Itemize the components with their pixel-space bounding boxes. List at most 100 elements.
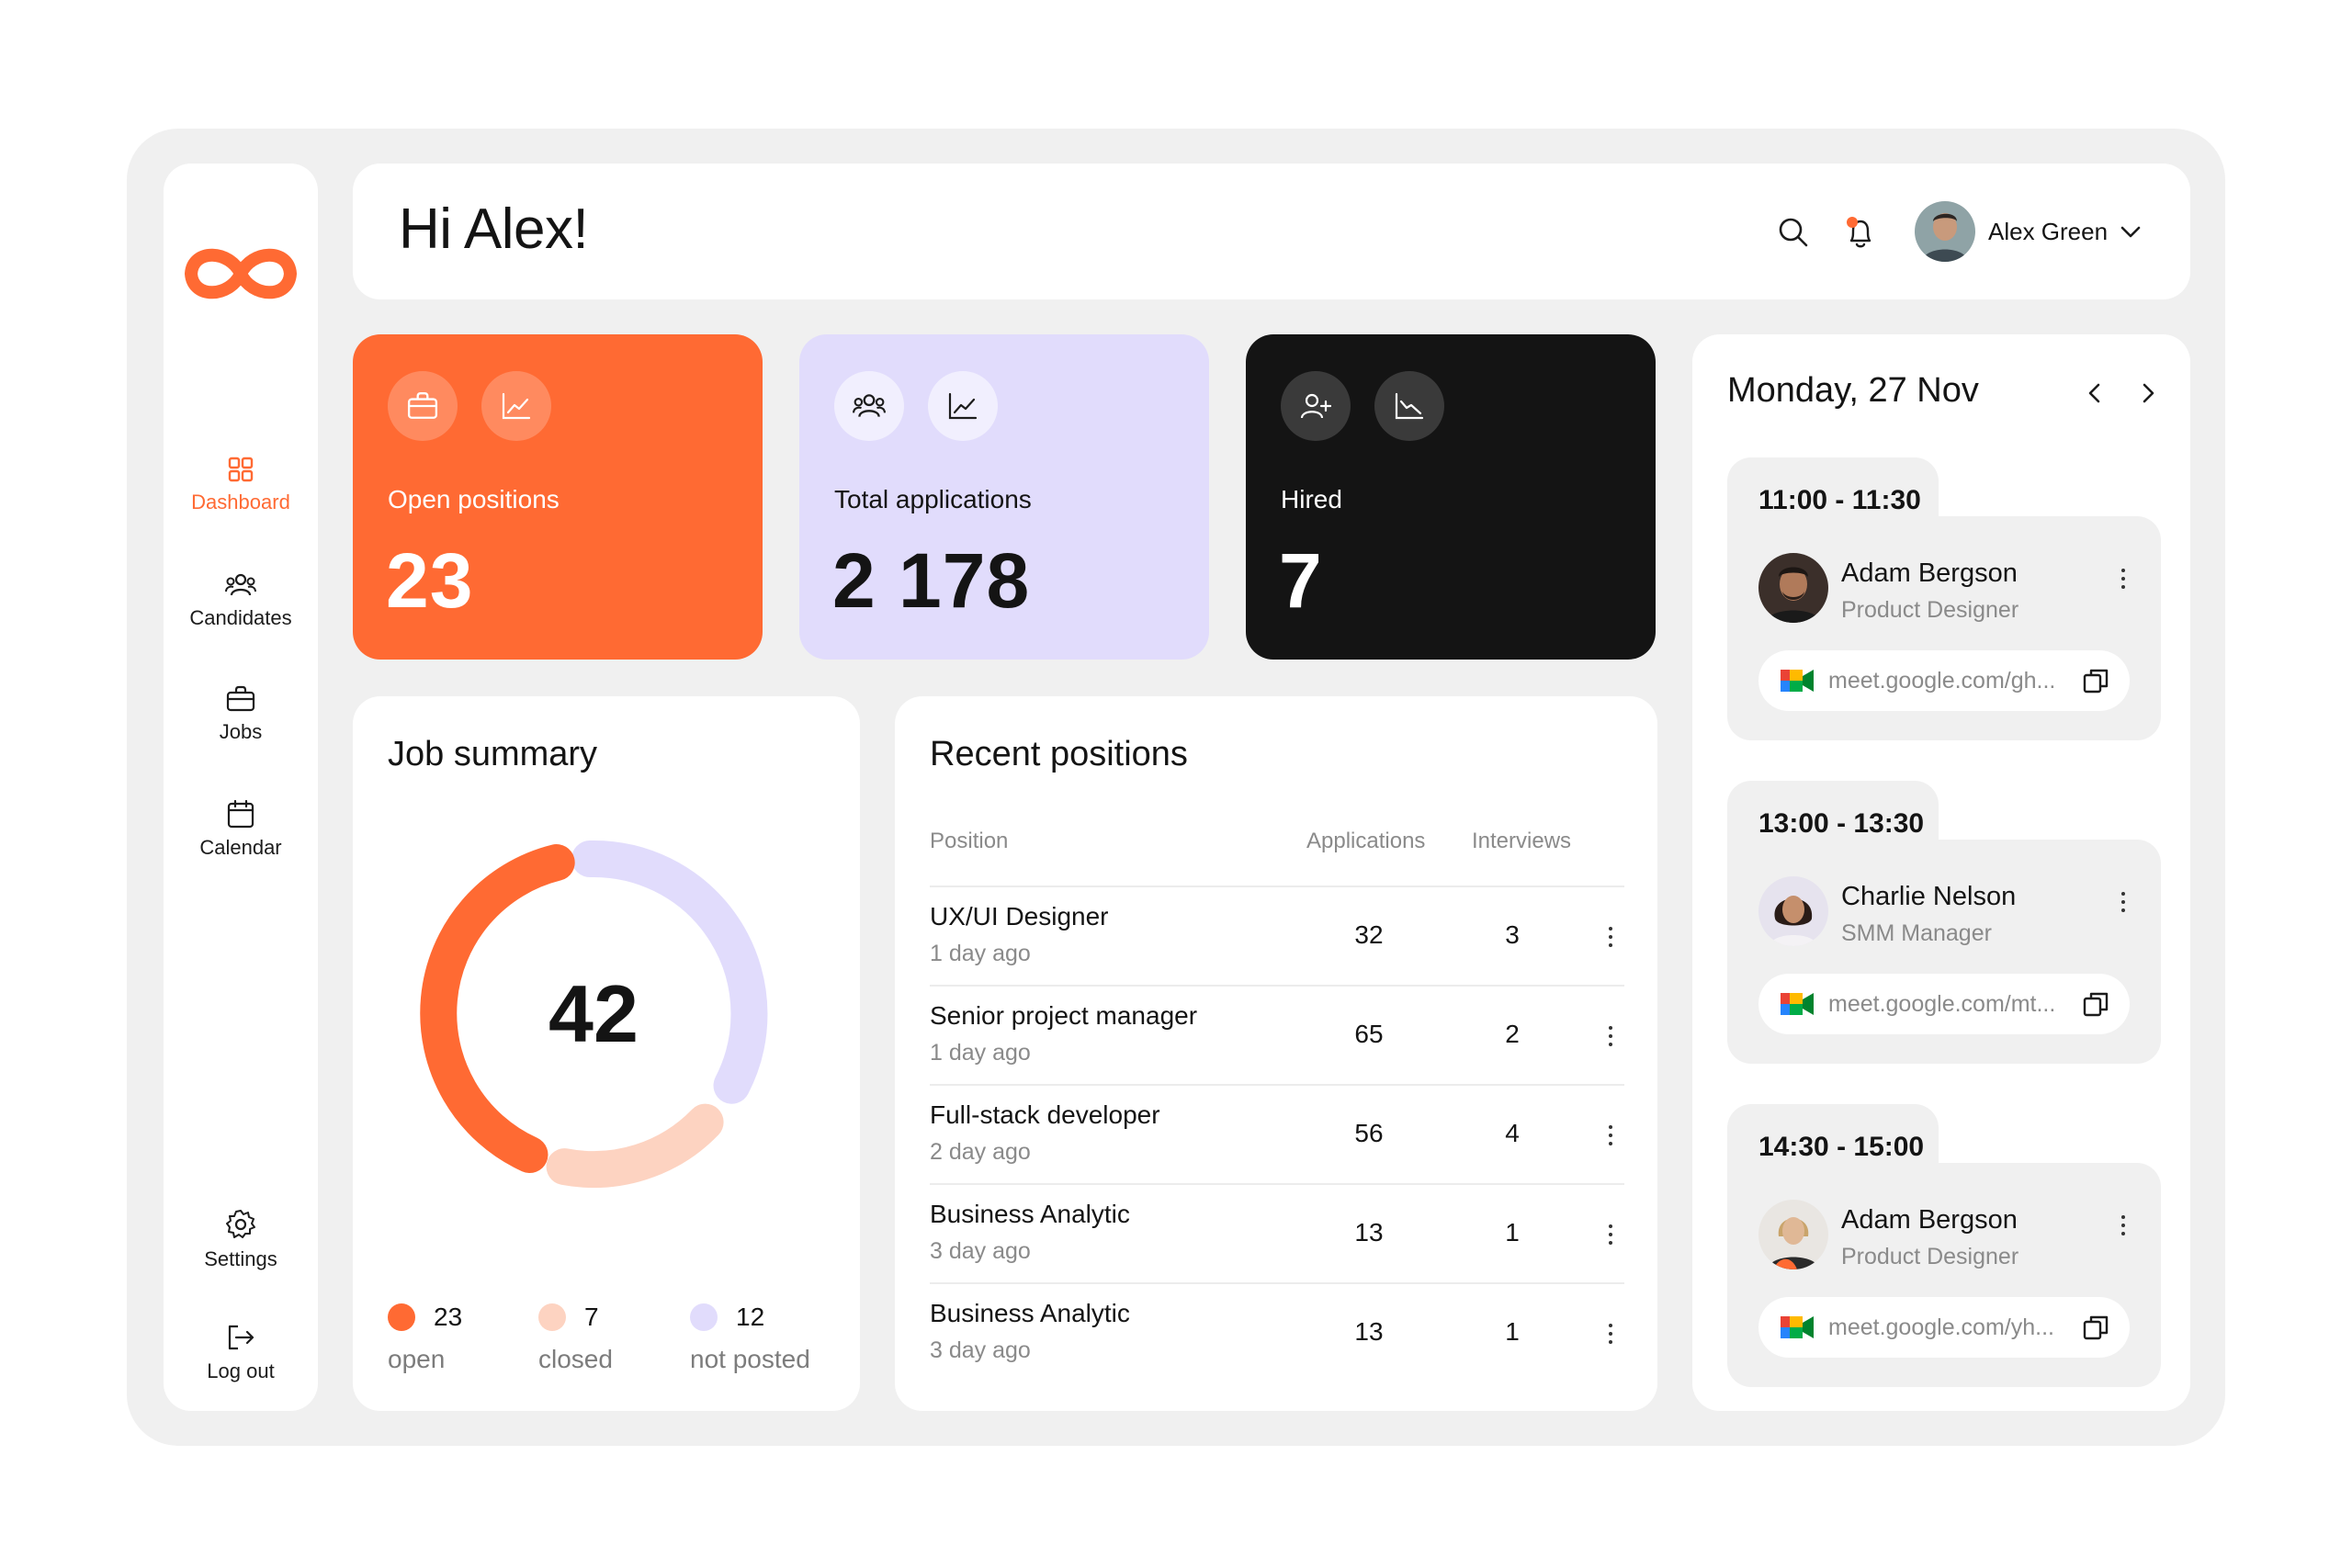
meeting-link[interactable]: meet.google.com/mt... [1758,974,2130,1034]
stat-card-open-positions[interactable]: Open positions 23 [353,334,763,660]
stat-value: 23 [386,537,474,624]
attendee-role: SMM Manager [1841,920,1992,946]
stat-card-total-applications[interactable]: Total applications 2 178 [799,334,1209,660]
calendar-icon [227,799,254,829]
avatar [1915,201,1975,262]
attendee-role: Product Designer [1841,597,2019,623]
donut-segment-not-posted [571,840,768,1104]
donut-segment-closed [546,1103,724,1189]
meeting-link-text: meet.google.com/mt... [1828,990,2056,1017]
google-meet-icon [1781,1316,1814,1338]
table-row[interactable]: UX/UI Designer 1 day ago 32 3 [930,886,1624,985]
copy-icon[interactable] [2082,990,2109,1018]
donut-chart [420,840,768,1189]
stat-card-hired[interactable]: Hired 7 [1246,334,1656,660]
avatar [1758,1200,1828,1269]
chart-down-icon[interactable] [1374,371,1444,441]
meeting-link[interactable]: meet.google.com/gh... [1758,650,2130,711]
legend-dot [388,1303,415,1331]
stat-label: Hired [1281,485,1342,513]
stat-label: Open positions [388,485,560,513]
legend-item-closed: 7 closed [538,1303,613,1374]
meeting-link-text: meet.google.com/gh... [1828,667,2056,694]
position-age: 3 day ago [930,1337,1031,1363]
more-options-icon[interactable] [1600,1117,1621,1154]
avatar [1758,553,1828,623]
table-row[interactable]: Senior project manager 1 day ago 65 2 [930,985,1624,1084]
gear-icon [226,1210,255,1238]
table-row[interactable]: Business Analytic 3 day ago 13 1 [930,1282,1624,1382]
legend-label: open [388,1345,446,1373]
more-options-icon[interactable] [1600,919,1621,955]
chart-up-icon[interactable] [928,371,998,441]
job-summary-title: Job summary [388,735,598,773]
avatar [1758,876,1828,946]
notifications-button[interactable] [1843,215,1878,250]
more-options-icon[interactable] [1600,1315,1621,1352]
more-options-icon[interactable] [2113,1207,2133,1244]
sidebar: Dashboard Candidates Jobs [164,164,318,1411]
sidebar-item-label: Log out [207,1359,275,1382]
sidebar-item-label: Dashboard [191,491,290,513]
copy-icon[interactable] [2082,667,2109,694]
more-options-icon[interactable] [2113,884,2133,920]
page-title: Hi Alex! [399,197,589,261]
more-options-icon[interactable] [1600,1216,1621,1253]
donut-total: 42 [548,968,639,1059]
meeting-link[interactable]: meet.google.com/yh... [1758,1297,2130,1358]
sidebar-item-dashboard[interactable]: Dashboard [164,456,318,514]
sidebar-item-logout[interactable]: Log out [164,1323,318,1383]
sidebar-item-jobs[interactable]: Jobs [164,685,318,744]
chart-up-icon[interactable] [481,371,551,441]
sidebar-item-calendar[interactable]: Calendar [164,799,318,860]
stat-value: 7 [1279,537,1323,624]
google-meet-icon [1781,670,1814,692]
briefcase-icon [226,685,255,712]
people-icon[interactable] [834,371,904,441]
chevron-right-icon[interactable] [2132,377,2165,410]
recent-positions-title: Recent positions [930,735,1188,773]
job-summary-donut: 42 [395,816,792,1213]
copy-icon[interactable] [2082,1314,2109,1341]
sidebar-item-label: Jobs [219,720,263,743]
user-menu[interactable]: Alex Green [1915,197,2143,266]
sidebar-item-settings[interactable]: Settings [164,1209,318,1271]
stat-label: Total applications [834,485,1032,513]
search-icon[interactable] [1776,215,1811,250]
dashboard-icon [228,457,254,482]
column-header-position: Position [930,829,1009,853]
column-header-applications: Applications [1306,829,1426,853]
sidebar-item-label: Calendar [199,836,282,859]
legend-count: 12 [736,1303,765,1331]
donut-segment-open [420,844,575,1173]
applications-count: 13 [1354,1218,1384,1247]
interviews-count: 1 [1505,1317,1520,1346]
chevron-left-icon[interactable] [2078,377,2111,410]
more-options-icon[interactable] [2113,560,2133,597]
position-title: Full-stack developer [930,1100,1160,1129]
meeting-time: 11:00 - 11:30 [1758,485,1921,515]
sidebar-item-label: Settings [204,1247,277,1270]
more-options-icon[interactable] [1600,1018,1621,1055]
column-header-interviews: Interviews [1472,829,1572,853]
schedule-date: Monday, 27 Nov [1727,371,1979,410]
position-age: 1 day ago [930,1040,1031,1066]
position-age: 2 day ago [930,1139,1031,1165]
legend-label: not posted [690,1345,810,1373]
sidebar-item-candidates[interactable]: Candidates [164,571,318,630]
interviews-count: 1 [1505,1218,1520,1247]
recent-positions-card: Recent positions Position Applications I… [895,696,1657,1411]
table-row[interactable]: Full-stack developer 2 day ago 56 4 [930,1084,1624,1183]
attendee-role: Product Designer [1841,1244,2019,1269]
add-user-icon[interactable] [1281,371,1351,441]
candidates-icon [225,573,256,596]
job-summary-card: Job summary 42 23 open 7 closed [353,696,860,1411]
table-row[interactable]: Business Analytic 3 day ago 13 1 [930,1183,1624,1282]
attendee-name: Adam Bergson [1841,558,2018,588]
sidebar-item-label: Candidates [189,606,292,629]
chevron-down-icon [2120,226,2141,238]
meeting-time: 13:00 - 13:30 [1758,808,1925,839]
logo-infinity-icon [185,248,297,299]
briefcase-icon[interactable] [388,371,458,441]
legend-item-open: 23 open [388,1303,462,1374]
